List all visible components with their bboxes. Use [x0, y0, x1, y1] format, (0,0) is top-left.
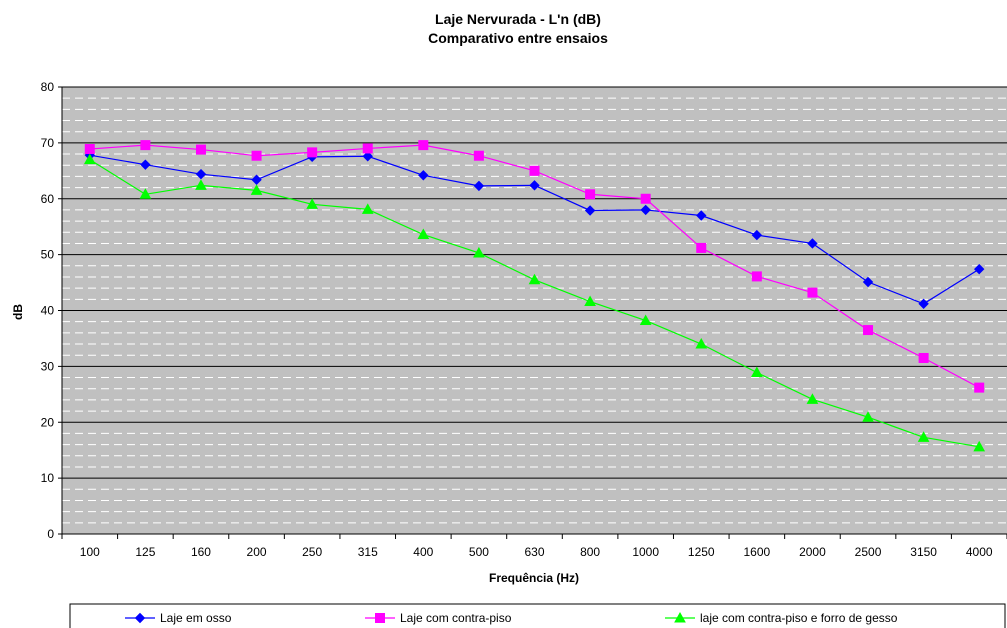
y-tick-label: 50: [41, 248, 55, 262]
y-tick-label: 40: [41, 304, 55, 318]
data-point: [418, 140, 429, 151]
data-point: [806, 393, 819, 404]
data-point: [973, 440, 986, 452]
data-point: [751, 271, 762, 282]
data-point: [418, 170, 429, 181]
chart-title: Laje Nervurada - L'n (dB): [435, 11, 601, 27]
data-point: [307, 147, 318, 158]
data-point: [473, 180, 485, 192]
data-point: [640, 204, 651, 216]
data-point: [917, 431, 930, 442]
series-group: [83, 140, 986, 452]
data-point: [362, 151, 373, 162]
data-point: [696, 242, 707, 253]
data-point: [361, 203, 374, 214]
legend-marker: [674, 611, 686, 623]
x-tick-label: 125: [135, 545, 155, 559]
data-point: [417, 228, 430, 240]
data-point: [973, 263, 985, 275]
x-tick-label: 500: [469, 545, 489, 559]
y-tick-label: 60: [41, 192, 55, 206]
data-point: [83, 153, 96, 165]
y-tick-label: 80: [41, 80, 55, 94]
y-axis-label: dB: [11, 304, 25, 320]
x-tick-label: 1000: [632, 545, 659, 559]
x-tick-label: 3150: [910, 545, 937, 559]
data-point: [251, 174, 262, 185]
y-tick-label: 0: [47, 527, 54, 541]
x-tick-label: 400: [413, 545, 433, 559]
data-point: [195, 168, 207, 180]
series-3: [83, 153, 986, 452]
x-tick-label: 1600: [744, 545, 771, 559]
data-point: [250, 184, 263, 195]
x-tick-label: 200: [247, 545, 267, 559]
data-point: [751, 366, 763, 378]
data-point: [863, 325, 874, 336]
data-point: [473, 150, 484, 161]
data-point: [862, 276, 874, 288]
x-tick-label: 250: [302, 545, 322, 559]
data-point: [585, 189, 596, 200]
x-tick-label: 2000: [799, 545, 826, 559]
data-point: [640, 193, 651, 204]
data-point: [807, 238, 818, 249]
data-point: [362, 143, 373, 154]
data-point: [84, 144, 95, 155]
y-axis-ticks: 0 10 20 30 40 50 60 70 80: [41, 80, 62, 541]
data-point: [584, 205, 596, 216]
legend-marker: [375, 613, 385, 623]
data-point: [195, 179, 207, 190]
x-tick-label: 315: [358, 545, 378, 559]
data-point: [195, 144, 206, 155]
data-point: [974, 382, 985, 393]
series-2: [84, 140, 985, 393]
data-point: [528, 273, 541, 285]
x-tick-label: 100: [80, 545, 100, 559]
x-axis-label: Frequência (Hz): [489, 571, 579, 585]
chart-subtitle: Comparativo entre ensaios: [428, 30, 608, 46]
legend-label: laje com contra-piso e forro de gesso: [700, 611, 898, 625]
y-tick-label: 20: [41, 415, 55, 429]
data-point: [862, 411, 874, 422]
y-tick-label: 70: [41, 136, 55, 150]
x-tick-label: 1250: [688, 545, 715, 559]
data-point: [696, 210, 707, 221]
data-point: [529, 165, 540, 176]
data-point: [529, 180, 540, 191]
x-tick-label: 800: [580, 545, 600, 559]
data-point: [918, 298, 929, 310]
x-tick-label: 630: [524, 545, 544, 559]
y-tick-label: 30: [41, 359, 55, 373]
data-point: [140, 140, 151, 151]
data-point: [918, 352, 929, 363]
x-tick-label: 4000: [966, 545, 993, 559]
x-axis-ticks: 100 125 160 200 250 315 400 500 630 800 1000 1250 16…: [61, 534, 1007, 559]
legend-marker: [134, 612, 146, 624]
data-point: [807, 287, 818, 298]
legend-box: [69, 603, 1006, 628]
data-point: [140, 159, 151, 170]
x-tick-label: 2500: [855, 545, 882, 559]
data-point: [751, 229, 763, 241]
data-point: [639, 314, 652, 326]
x-tick-label: 160: [191, 545, 211, 559]
data-point: [473, 246, 485, 258]
y-tick-label: 10: [41, 471, 55, 485]
data-point: [139, 188, 152, 199]
data-point: [695, 337, 708, 349]
data-point: [251, 150, 262, 161]
legend-label: Laje com contra-piso: [400, 611, 512, 625]
legend: Laje em osso Laje com contra-piso laje com…: [125, 611, 898, 625]
data-point: [584, 295, 596, 307]
data-point: [306, 198, 318, 209]
legend-label: Laje em osso: [160, 611, 232, 625]
